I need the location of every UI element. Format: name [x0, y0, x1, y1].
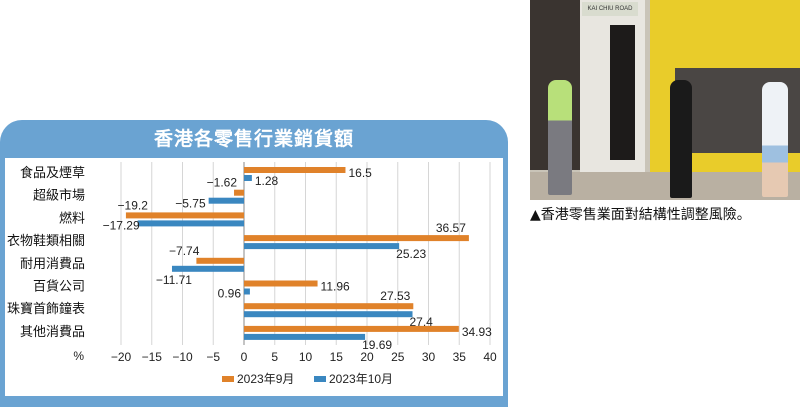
- legend-swatch: [222, 376, 234, 382]
- bar-oct: [208, 197, 244, 204]
- value-label: −7.74: [169, 244, 200, 258]
- x-tick-label: 5: [271, 350, 278, 364]
- bar-sep: [244, 235, 469, 242]
- value-label: 16.5: [348, 166, 372, 180]
- bar-sep: [234, 189, 244, 196]
- value-label: 34.93: [462, 325, 492, 339]
- value-label: 27.53: [380, 289, 410, 303]
- value-label: −1.62: [207, 176, 238, 190]
- photo-sign: KAI CHIU ROAD: [582, 2, 638, 16]
- category-label: 百貨公司: [33, 279, 85, 294]
- bar-oct: [244, 175, 252, 181]
- chart-panel-body: [5, 158, 503, 396]
- value-label: 25.23: [396, 247, 426, 261]
- x-tick-label: 30: [422, 350, 436, 364]
- bar-sep: [244, 325, 459, 332]
- category-label: 燃料: [59, 210, 85, 225]
- bar-oct: [137, 220, 244, 227]
- x-tick-label: 40: [483, 350, 497, 364]
- x-tick-label: −5: [206, 350, 220, 364]
- photo-street: [530, 172, 800, 200]
- category-label: 珠寶首飾鐘表: [7, 301, 85, 316]
- unit-label: %: [73, 349, 84, 363]
- photo-person-right: [762, 82, 788, 197]
- category-label: 衣物鞋類相關: [7, 233, 85, 248]
- bar-sep: [196, 257, 244, 264]
- x-tick-label: −20: [111, 350, 132, 364]
- photo-person-center: [670, 80, 692, 198]
- value-label: 1.28: [255, 174, 279, 188]
- category-label: 超級市場: [33, 188, 85, 203]
- value-label: 0.96: [218, 287, 242, 301]
- x-tick-label: −10: [172, 350, 193, 364]
- value-label: 27.4: [410, 315, 434, 329]
- value-label: −17.29: [103, 218, 140, 232]
- value-label: 19.69: [362, 338, 392, 352]
- legend-label: 2023年9月: [237, 372, 294, 386]
- x-tick-label: −15: [142, 350, 163, 364]
- bar-oct: [244, 288, 250, 295]
- category-label: 其他消費品: [20, 324, 85, 339]
- x-tick-label: 15: [330, 350, 344, 364]
- value-label: −5.75: [175, 197, 206, 211]
- bar-chart: −20 −15 −10 −5 0 5 10 15 20 25 30 35 40% 食品及煙草 16.5 1.2…: [7, 162, 497, 386]
- category-label: 耐用消費品: [20, 256, 85, 271]
- x-tick-label: 35: [453, 350, 467, 364]
- bar-oct: [244, 333, 366, 340]
- bar-oct: [171, 265, 244, 272]
- x-tick-label: 10: [299, 350, 313, 364]
- value-label: 11.96: [321, 280, 350, 294]
- bar-sep: [244, 280, 318, 287]
- photo-caption: ▲香港零售業面對結構性調整風險。: [530, 207, 751, 223]
- bar-sep: [244, 303, 414, 310]
- storefront-photo: KAI CHIU ROAD: [530, 0, 800, 200]
- x-tick-label: 25: [391, 350, 405, 364]
- x-tick-label: 20: [360, 350, 374, 364]
- value-label: −19.2: [118, 198, 149, 212]
- photo-person-left: [548, 80, 572, 195]
- photo-door-panel: [610, 25, 635, 160]
- bar-oct: [244, 243, 400, 250]
- bar-sep: [125, 212, 244, 219]
- category-label: 食品及煙草: [20, 165, 85, 180]
- value-label: 36.57: [436, 221, 466, 235]
- x-tick-label: 0: [241, 350, 248, 364]
- value-label: −11.71: [156, 273, 192, 287]
- legend-swatch: [314, 376, 326, 382]
- bar-sep: [244, 167, 346, 173]
- bar-oct: [244, 311, 413, 318]
- legend-label: 2023年10月: [329, 372, 393, 386]
- chart-title: 香港各零售行業銷貨額: [153, 128, 354, 150]
